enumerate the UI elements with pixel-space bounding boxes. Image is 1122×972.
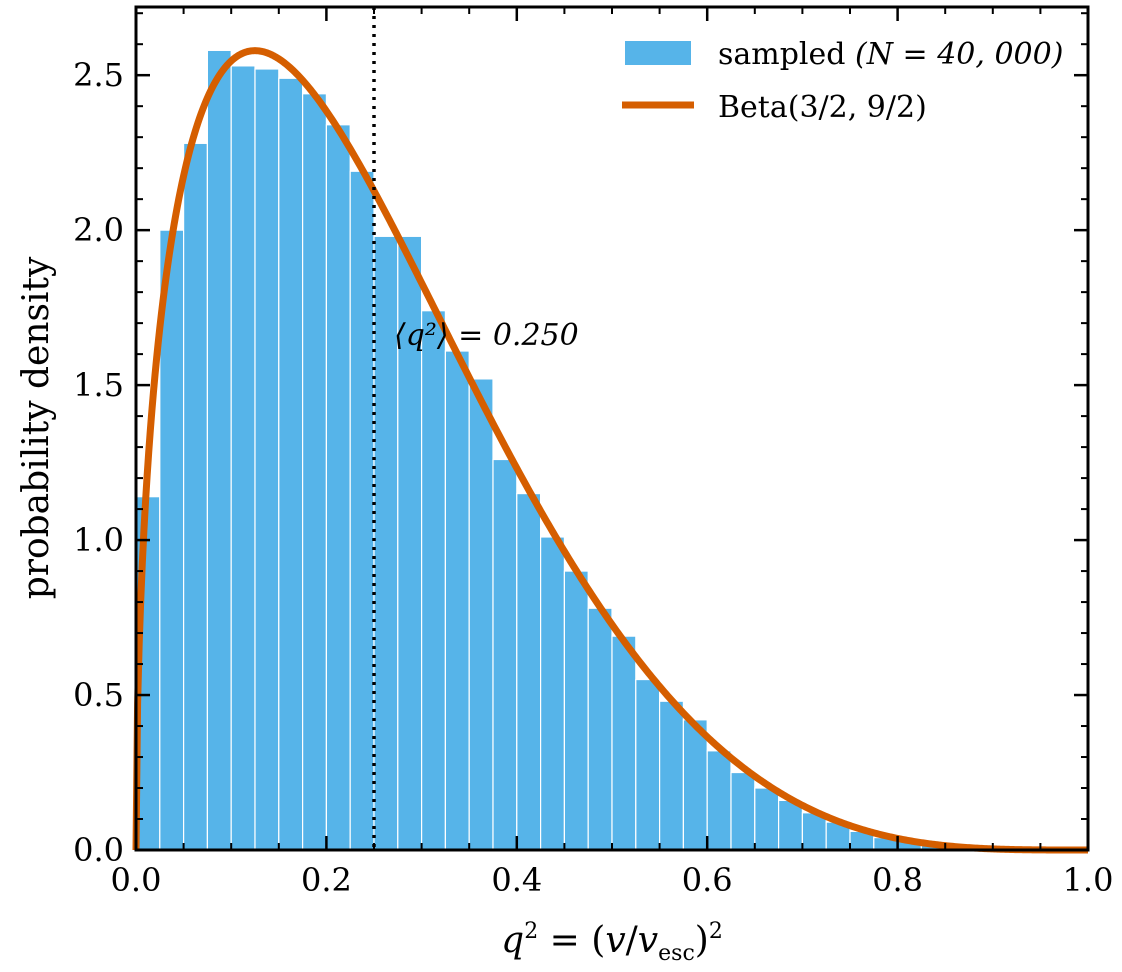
histogram-bar bbox=[206, 49, 232, 851]
histogram-bar bbox=[302, 93, 328, 851]
histogram-bar bbox=[183, 142, 209, 851]
histogram-bar bbox=[682, 719, 708, 851]
legend: sampled (N = 40, 000) Beta(3/2, 9/2) bbox=[622, 37, 1063, 125]
histogram-bar bbox=[563, 570, 589, 851]
mean-annotation: ⟨q²⟩ = 0.250 bbox=[394, 318, 579, 353]
histogram-bar bbox=[587, 607, 613, 851]
histogram-bar bbox=[468, 378, 494, 851]
y-tick-label: 0.5 bbox=[73, 676, 124, 714]
histogram-bar bbox=[777, 799, 803, 851]
histogram-bar bbox=[349, 170, 375, 851]
y-tick-label: 2.5 bbox=[73, 56, 124, 94]
x-tick-label: 0.2 bbox=[301, 861, 352, 899]
x-tick-label: 0.6 bbox=[682, 861, 733, 899]
plot-frame bbox=[134, 5, 1090, 852]
x-tick-label: 0.0 bbox=[111, 861, 162, 899]
histogram-bar bbox=[230, 65, 256, 851]
histogram-bar bbox=[254, 68, 280, 851]
y-tick-label: 2.0 bbox=[73, 211, 124, 249]
histogram-bar bbox=[325, 124, 351, 851]
histogram-bar bbox=[421, 310, 447, 851]
histogram-bar bbox=[516, 492, 542, 851]
histogram-bar bbox=[492, 458, 518, 851]
histogram-bar bbox=[444, 350, 470, 851]
legend-swatch-histogram bbox=[625, 41, 691, 65]
x-tick-label: 1.0 bbox=[1063, 861, 1114, 899]
y-tick-label: 1.5 bbox=[73, 366, 124, 404]
histogram-bar bbox=[539, 536, 565, 851]
histogram-bar bbox=[754, 787, 780, 851]
x-axis-label: q2 = (v/vesc)2 bbox=[501, 919, 723, 966]
x-tick-label: 0.8 bbox=[872, 861, 923, 899]
y-axis-label: probability density bbox=[16, 256, 57, 599]
histogram-bar bbox=[278, 77, 304, 851]
histogram-bar bbox=[730, 771, 756, 851]
x-tick-label: 0.4 bbox=[491, 861, 542, 899]
legend-label-histogram: sampled (N = 40, 000) bbox=[718, 37, 1063, 72]
beta-pdf-curve bbox=[132, 47, 1090, 854]
histogram-bar bbox=[658, 700, 684, 851]
histogram-bars bbox=[135, 49, 1041, 851]
histogram-bar bbox=[635, 678, 661, 851]
y-tick-label: 1.0 bbox=[73, 521, 124, 559]
legend-label-curve: Beta(3/2, 9/2) bbox=[718, 90, 927, 125]
tick-labels: 0.0 0.2 0.4 0.6 0.8 1.0 0.0 0.5 1.0 1.5 2.0 2.5 bbox=[73, 56, 1113, 899]
histogram-bar bbox=[611, 635, 637, 851]
y-tick-label: 0.0 bbox=[73, 831, 124, 869]
beta-curve-layer bbox=[132, 47, 1090, 854]
histogram-bar bbox=[706, 750, 732, 851]
